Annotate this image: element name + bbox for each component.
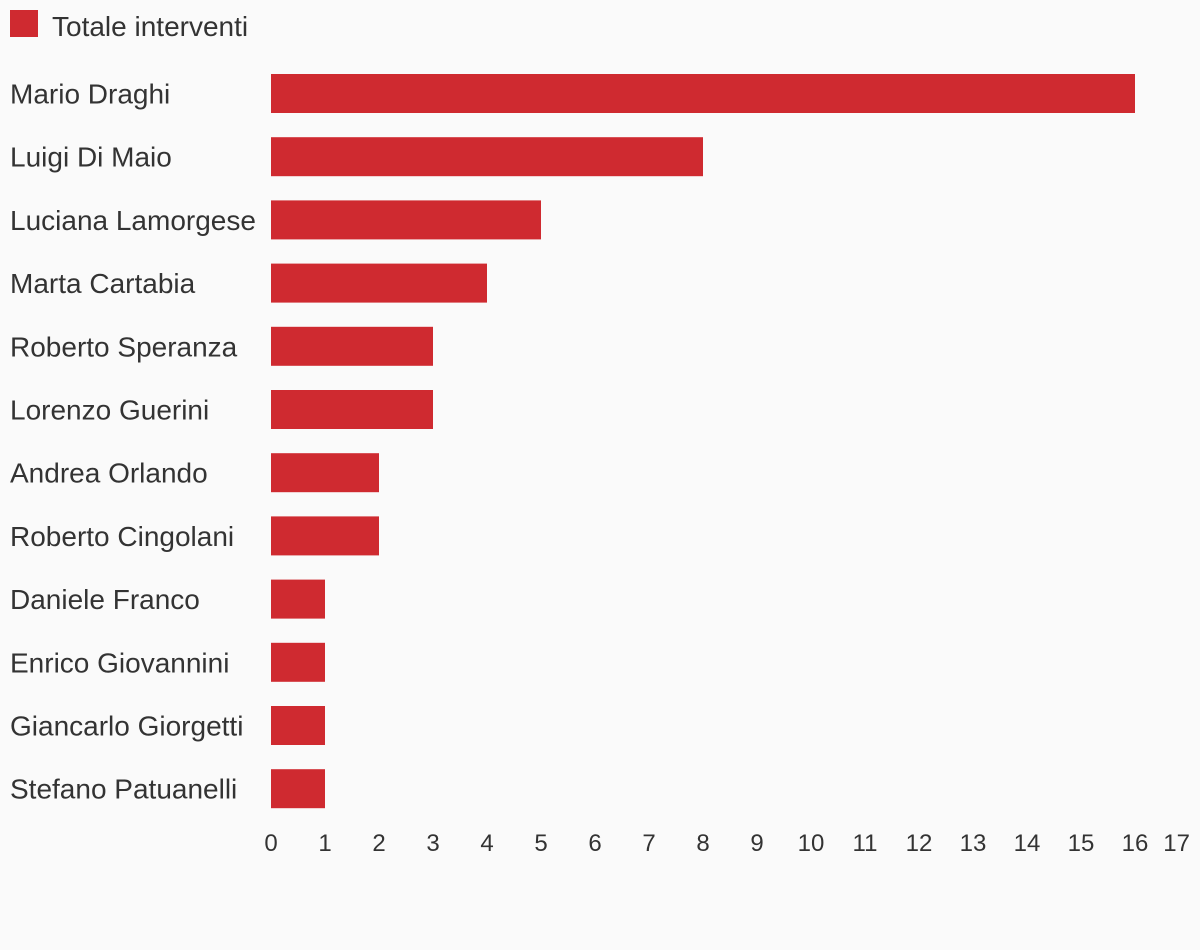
- x-tick-label: 16: [1122, 830, 1149, 857]
- x-tick-label: 11: [853, 830, 878, 857]
- category-label: Andrea Orlando: [10, 458, 208, 489]
- category-label: Luigi Di Maio: [10, 142, 172, 173]
- x-tick-label: 6: [588, 830, 601, 857]
- x-tick-label: 13: [960, 830, 987, 857]
- legend-label: Totale interventi: [52, 11, 248, 42]
- x-tick-label: 7: [642, 830, 655, 857]
- category-label: Mario Draghi: [10, 79, 170, 110]
- x-tick-label: 0: [264, 830, 277, 857]
- x-tick-label: 17: [1163, 830, 1190, 857]
- x-axis-ticks: 0 1 2 3 4 5 6 7 8 9 10 11 12 13 14 15 16 17: [264, 830, 1190, 857]
- bar: [271, 200, 541, 240]
- category-label: Luciana Lamorgese: [10, 205, 256, 236]
- bar: [271, 579, 325, 619]
- bar: [271, 769, 325, 809]
- bar: [271, 326, 433, 366]
- bar: [271, 390, 433, 429]
- x-tick-label: 2: [372, 830, 385, 857]
- x-tick-label: 5: [534, 830, 547, 857]
- x-tick-label: 8: [696, 830, 709, 857]
- bars: [271, 74, 1135, 809]
- category-label: Enrico Giovannini: [10, 647, 229, 678]
- x-tick-label: 1: [318, 830, 331, 857]
- x-tick-label: 3: [426, 830, 439, 857]
- x-tick-label: 4: [480, 830, 493, 857]
- category-label: Roberto Speranza: [10, 331, 238, 362]
- bar: [271, 706, 325, 745]
- category-label: Giancarlo Giorgetti: [10, 711, 243, 742]
- category-label: Daniele Franco: [10, 584, 200, 615]
- legend-swatch: [10, 10, 38, 37]
- bar: [271, 516, 379, 556]
- bar: [271, 137, 703, 177]
- x-tick-label: 10: [798, 830, 825, 857]
- bar: [271, 263, 487, 303]
- x-tick-label: 9: [750, 830, 763, 857]
- category-label: Stefano Patuanelli: [10, 774, 237, 805]
- category-labels: Mario Draghi Luigi Di Maio Luciana Lamorge…: [10, 79, 256, 805]
- legend: Totale interventi: [10, 10, 248, 42]
- x-tick-label: 15: [1068, 830, 1095, 857]
- bar: [271, 74, 1135, 113]
- x-tick-label: 14: [1014, 830, 1041, 857]
- bar: [271, 453, 379, 493]
- category-label: Lorenzo Guerini: [10, 395, 209, 426]
- category-label: Roberto Cingolani: [10, 521, 234, 552]
- bar: [271, 642, 325, 682]
- category-label: Marta Cartabia: [10, 268, 196, 299]
- x-tick-label: 12: [906, 830, 933, 857]
